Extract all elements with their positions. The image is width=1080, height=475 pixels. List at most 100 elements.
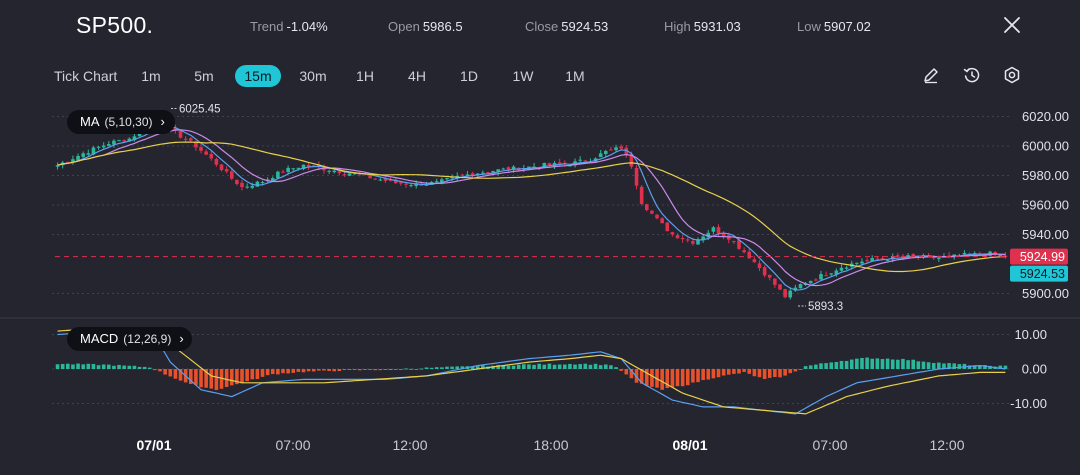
candle-body [747, 251, 752, 259]
candle-body [352, 173, 357, 175]
candle-body [655, 214, 659, 219]
macd-histogram-bar [194, 369, 198, 385]
close-button[interactable] [1001, 14, 1023, 36]
macd-histogram-bar [870, 358, 875, 369]
candle-body [112, 140, 116, 145]
macd-histogram-bar [224, 369, 229, 387]
candle-body [793, 287, 798, 291]
stat-trend-label: Trend [250, 19, 284, 34]
candle-body [342, 174, 347, 176]
candle-body [865, 260, 869, 262]
candle-body [470, 173, 475, 176]
price-tick-label: 5980.00 [1022, 168, 1069, 183]
history-button[interactable] [963, 66, 981, 84]
candle-body [434, 181, 439, 183]
candle-body [634, 167, 639, 186]
candle-body [578, 159, 582, 161]
macd-indicator-pill[interactable]: MACD (12,26,9) › [67, 327, 192, 351]
tf-tick-chart[interactable]: Tick Chart [54, 68, 118, 84]
macd-histogram-bar [916, 361, 921, 369]
macd-histogram-bar [696, 369, 700, 383]
macd-histogram-bar [501, 365, 506, 369]
candle-body [91, 147, 96, 155]
candle-body [199, 147, 203, 151]
candle-body [127, 138, 132, 142]
tf-15m[interactable]: 15m [235, 65, 281, 87]
macd-histogram-bar [440, 367, 444, 369]
candle-body [81, 153, 85, 157]
stat-open-label: Open [388, 19, 420, 34]
macd-histogram-bar [716, 369, 721, 378]
macd-histogram-bar [957, 364, 962, 369]
macd-histogram-bar [619, 369, 623, 371]
tf-1m[interactable]: 1m [141, 68, 161, 84]
tf-30m[interactable]: 30m [299, 68, 327, 84]
macd-histogram-bar [998, 365, 1003, 369]
macd-histogram-bar [306, 369, 311, 372]
macd-histogram-bar [614, 367, 618, 369]
candle-body [332, 170, 337, 173]
candle-body [685, 239, 690, 241]
macd-histogram-bar [522, 364, 526, 369]
settings-button[interactable] [1003, 66, 1021, 84]
candle-body [209, 154, 214, 159]
candle-body [511, 166, 516, 170]
candle-body [706, 232, 711, 238]
candle-body [557, 162, 562, 164]
macd-histogram-bar [1003, 365, 1008, 369]
tf-4h[interactable]: 4H [408, 68, 426, 84]
macd-histogram-bar [445, 366, 449, 369]
candle-body [814, 279, 818, 281]
macd-histogram-bar [762, 369, 767, 380]
candle-body [101, 145, 106, 148]
macd-histogram-bar [650, 369, 654, 387]
candle-body [609, 149, 613, 151]
candle-body [547, 163, 552, 166]
ma-indicator-pill[interactable]: MA (5,10,30) › [67, 110, 175, 134]
candle-body [675, 235, 680, 239]
candle-body [1003, 255, 1008, 258]
macd-histogram-bar [706, 369, 711, 380]
candle-body [660, 218, 664, 224]
macd-histogram-bar [429, 367, 434, 369]
candle-body [96, 146, 101, 148]
macd-histogram-bar [757, 369, 762, 378]
candle-body [767, 274, 772, 278]
macd-histogram-bar [322, 369, 326, 371]
ma5-line [57, 126, 1006, 291]
candle-body [204, 151, 208, 155]
macd-histogram-bar [204, 369, 208, 388]
tf-5m[interactable]: 5m [194, 68, 214, 84]
macd-histogram-bar [568, 363, 572, 369]
ma10-line [57, 129, 1006, 287]
candle-body [255, 181, 260, 187]
macd-histogram-bar [219, 369, 224, 389]
tf-1month[interactable]: 1M [565, 68, 585, 84]
candle-body [214, 159, 219, 165]
history-icon [963, 67, 980, 83]
macd-histogram-bar [778, 369, 782, 378]
candle-body [276, 171, 280, 179]
candle-body [993, 251, 997, 255]
macd-histogram-bar [849, 359, 854, 369]
macd-histogram-bar [373, 369, 378, 371]
tf-1w[interactable]: 1W [512, 68, 534, 84]
tf-1h[interactable]: 1H [356, 68, 374, 84]
macd-histogram-bar [281, 369, 285, 374]
candle-body [383, 178, 388, 181]
macd-histogram-bar [260, 369, 265, 377]
macd-histogram-bar [972, 365, 977, 369]
close-icon [1004, 17, 1020, 33]
macd-histogram-bar [296, 369, 301, 372]
macd-histogram-bar [532, 364, 536, 369]
macd-histogram-bar [865, 357, 869, 369]
candle-body [885, 259, 890, 261]
macd-histogram-bar [147, 367, 152, 369]
macd-histogram-bar [747, 369, 752, 374]
tf-1d[interactable]: 1D [460, 68, 478, 84]
time-tick-label: 12:00 [392, 437, 427, 453]
price-tag-bg [1010, 248, 1068, 265]
draw-button[interactable] [922, 66, 940, 84]
